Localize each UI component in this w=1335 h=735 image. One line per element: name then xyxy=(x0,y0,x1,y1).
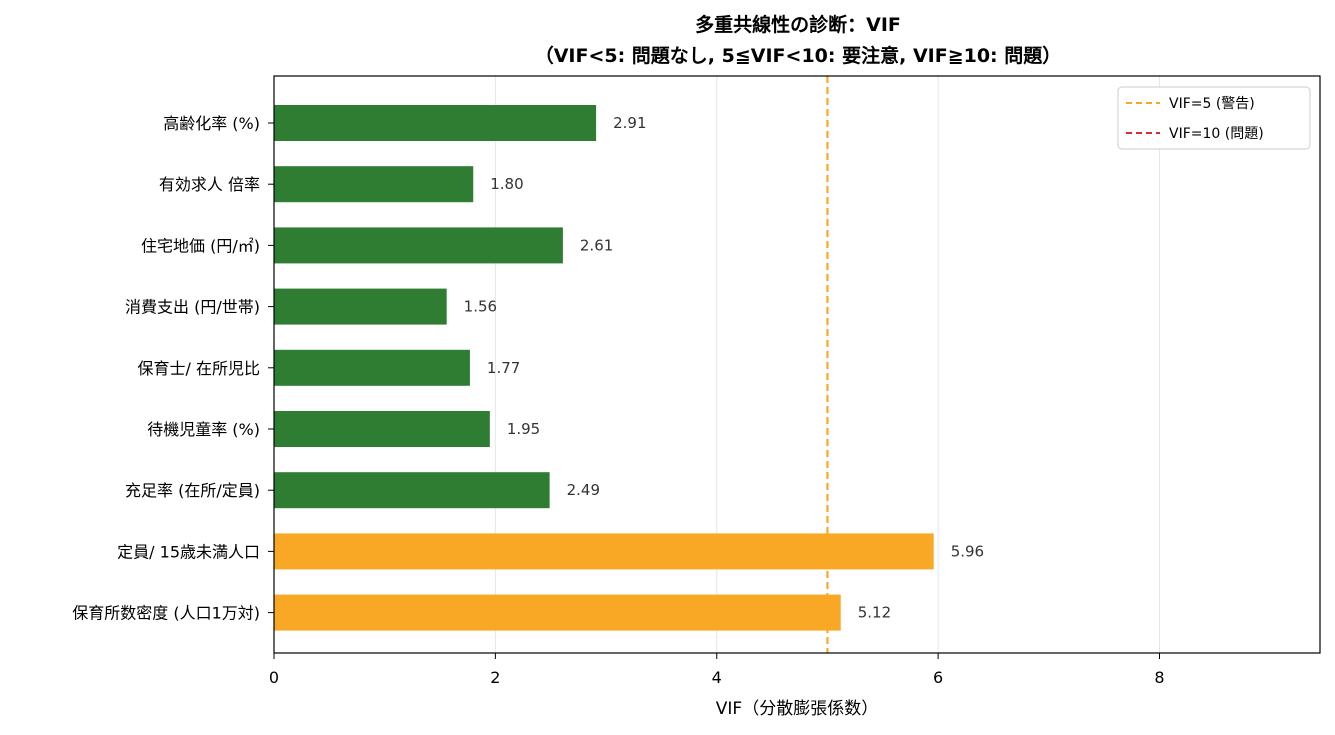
x-tick-label: 4 xyxy=(712,668,722,687)
x-tick-labels: 0 2 4 6 8 xyxy=(269,653,1165,687)
bar xyxy=(274,166,474,203)
bar-value-label: 1.80 xyxy=(490,175,523,193)
bar-value-label: 1.95 xyxy=(507,420,540,438)
legend-box xyxy=(1117,86,1311,150)
bar xyxy=(274,349,470,386)
y-tick-label: 待機児童率 (%) xyxy=(147,420,260,439)
bar xyxy=(274,288,447,325)
y-tick-label: 住宅地価 (円/㎡) xyxy=(141,236,260,255)
bar xyxy=(274,533,934,570)
legend: VIF=5 (警告) VIF=10 (問題) xyxy=(1117,86,1311,150)
bar xyxy=(274,105,597,141)
y-tick-label: 充足率 (在所/定員) xyxy=(125,481,260,500)
plot-frame xyxy=(273,75,1321,654)
chart-subtitle: （VIF<5: 問題なし, 5≦VIF<10: 要注意, VIF≧10: 問題） xyxy=(535,44,1062,67)
bar-value-label: 5.96 xyxy=(951,542,984,560)
chart-title: 多重共線性の診断：VIF xyxy=(695,13,901,36)
bar-value-label: 2.91 xyxy=(613,114,646,132)
bar xyxy=(274,594,841,631)
bar xyxy=(274,472,550,509)
bar-value-label: 1.77 xyxy=(487,359,520,377)
bars: 2.91 1.80 2.61 1.56 1.77 1.95 2.49 5.96 5.12 xyxy=(274,105,984,631)
x-tick-label: 0 xyxy=(269,668,279,687)
bar-value-label: 2.49 xyxy=(567,481,600,499)
y-tick-label: 消費支出 (円/世帯) xyxy=(125,298,260,317)
y-tick-label: 定員/ 15歳未満人口 xyxy=(117,542,260,561)
bar xyxy=(274,227,563,264)
bar-value-label: 2.61 xyxy=(580,236,613,254)
x-tick-label: 2 xyxy=(490,668,500,687)
y-tick-label: 有効求人 倍率 xyxy=(159,175,260,194)
bar-value-label: 1.56 xyxy=(464,298,497,316)
x-tick-label: 8 xyxy=(1154,668,1164,687)
x-tick-label: 6 xyxy=(933,668,943,687)
y-tick-label: 保育所数密度 (人口1万対) xyxy=(72,604,260,623)
x-axis-label: VIF（分散膨張係数） xyxy=(716,699,878,719)
legend-label-vif5: VIF=5 (警告) xyxy=(1169,96,1255,112)
bar-value-label: 5.12 xyxy=(858,604,891,622)
y-tick-label: 高齢化率 (%) xyxy=(163,114,260,133)
legend-label-vif10: VIF=10 (問題) xyxy=(1169,126,1264,142)
bar xyxy=(274,411,490,447)
y-tick-label: 保育士/ 在所児比 xyxy=(138,359,260,378)
